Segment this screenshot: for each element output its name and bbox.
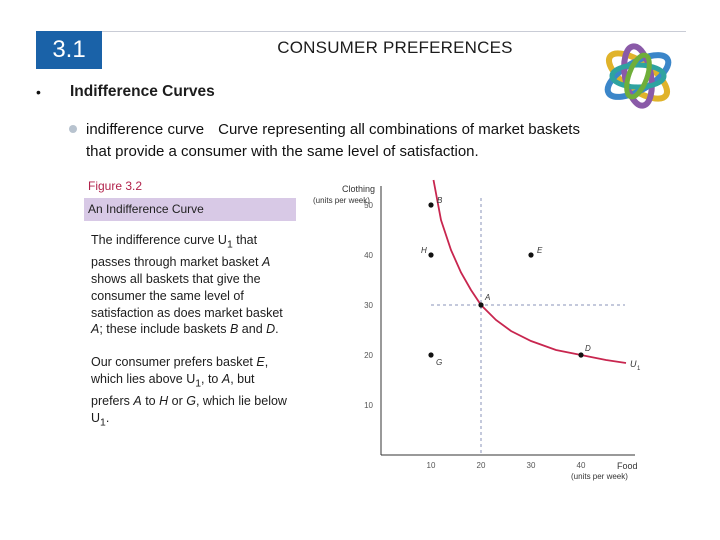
- indifference-curve-u1: [432, 179, 627, 364]
- y-tick-label: 10: [364, 401, 373, 410]
- slide-number: 3.1: [52, 36, 86, 63]
- point-label-a: A: [484, 293, 490, 302]
- title-divider: [102, 31, 686, 32]
- x-tick-label: 40: [577, 461, 586, 470]
- y-axis-label-line1: Clothing: [342, 184, 375, 194]
- y-tick-label: 50: [364, 201, 373, 210]
- logo-ring-teal: [609, 62, 667, 90]
- y-tick-label: 20: [364, 351, 373, 360]
- point-g: [428, 352, 434, 358]
- sub-bullet-dot: [69, 125, 77, 133]
- logo-ring-green: [624, 52, 652, 100]
- y-axis-label-line2: (units per week): [313, 196, 370, 205]
- definition-term: indifference curve: [86, 121, 205, 138]
- y-tick-label: 40: [364, 251, 373, 260]
- interlocking-rings-logo: [604, 43, 672, 109]
- x-tick-label: 10: [427, 461, 436, 470]
- point-e: [528, 252, 534, 258]
- point-label-e: E: [537, 246, 543, 255]
- x-axis-label-line1: Food: [617, 461, 638, 471]
- point-b: [428, 202, 434, 208]
- point-label-h: H: [421, 246, 427, 255]
- x-tick-label: 20: [477, 461, 486, 470]
- figure-title: An Indifference Curve: [84, 198, 296, 221]
- point-h: [428, 252, 434, 258]
- section-heading: Indifference Curves: [70, 83, 215, 100]
- figure-label: Figure 3.2: [88, 179, 143, 193]
- point-d: [578, 352, 584, 358]
- bullet-marker: •: [36, 84, 41, 100]
- definition: indifference curve Curve representing all…: [86, 119, 586, 163]
- x-axis-label-line2: (units per week): [571, 472, 628, 481]
- slide-number-badge: 3.1: [36, 31, 102, 69]
- slide-title: CONSUMER PREFERENCES: [277, 38, 513, 57]
- definition-text: Curve representing all combinations of m…: [86, 121, 580, 160]
- indifference-curve-chart: Clothing (units per week) Food (units pe…: [313, 179, 641, 481]
- x-tick-label: 30: [527, 461, 536, 470]
- point-label-b: B: [437, 196, 443, 205]
- caption-paragraph-1: The indifference curve U1 that passes th…: [91, 233, 283, 337]
- logo-ring-purple: [621, 43, 655, 109]
- point-a: [478, 302, 484, 308]
- point-label-g: G: [436, 358, 442, 367]
- caption-paragraph-2: Our consumer prefers basket E, which lie…: [91, 355, 287, 429]
- figure-caption: The indifference curve U1 that passes th…: [91, 232, 291, 448]
- y-tick-label: 30: [364, 301, 373, 310]
- curve-label-u1: U: [630, 359, 637, 369]
- point-label-d: D: [585, 344, 591, 353]
- curve-label-u1-sub: 1: [637, 366, 641, 372]
